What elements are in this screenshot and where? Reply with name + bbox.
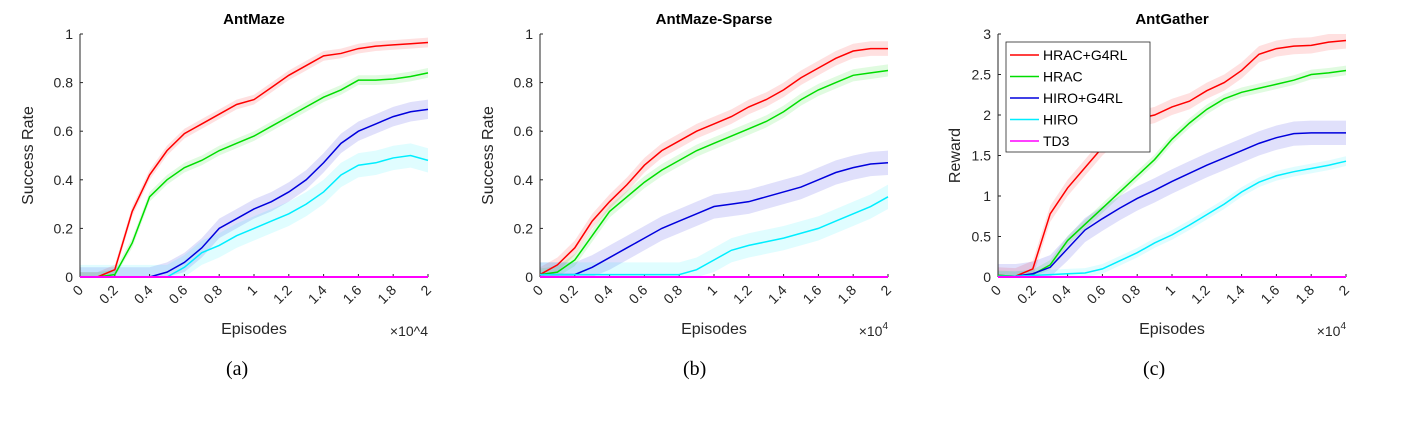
x-axis-label: Episodes <box>1139 321 1205 338</box>
x-tick-label: 1.8 <box>834 282 859 307</box>
y-tick-label: 0.5 <box>972 229 992 245</box>
y-axis-label: Success Rate <box>480 106 497 205</box>
y-tick-label: 0.2 <box>514 220 534 236</box>
caption-c: (c) <box>1143 358 1166 380</box>
y-tick-label: 0.2 <box>54 220 74 236</box>
x-tick-label: 1.2 <box>730 282 755 307</box>
y-tick-label: 0.4 <box>514 172 534 188</box>
y-tick-label: 0 <box>65 269 73 285</box>
chart-title: AntMaze-Sparse <box>656 11 773 28</box>
x-tick-label: 1.4 <box>305 282 330 307</box>
x-tick-label: 1.4 <box>765 282 790 307</box>
x-tick-label: 1.6 <box>1257 282 1282 307</box>
x-tick-label: 2 <box>1335 282 1352 299</box>
legend-box <box>1005 41 1151 153</box>
x-tick-label: 1.4 <box>1223 282 1248 307</box>
x-axis-label: Episodes <box>221 321 287 338</box>
x-multiplier-a: ×10^4 <box>390 323 428 339</box>
band-HIRO <box>540 184 888 277</box>
y-tick-label: 0 <box>983 269 991 285</box>
y-tick-label: 1.5 <box>972 148 992 164</box>
y-tick-label: 0.6 <box>514 123 534 139</box>
series-line-HRAC <box>539 69 889 276</box>
y-axis-label: Reward <box>947 128 964 183</box>
x-tick-label: 1.8 <box>1292 282 1317 307</box>
caption-b: (b) <box>683 358 707 380</box>
series-line-HIRO+G4RL <box>540 162 889 276</box>
chart-0: 0 0.2 0.4 0.6 0.8 1 1.2 1.4 1.6 1.8 200.20.40.60.8… <box>20 11 434 338</box>
y-tick-label: 0.8 <box>514 75 534 91</box>
y-tick-label: 1 <box>983 188 991 204</box>
series-line-HRAC+G4RL <box>80 41 429 278</box>
y-axis-label: Success Rate <box>20 106 37 205</box>
x-tick-label: 0.8 <box>660 282 685 307</box>
series-line-HRAC+G4RL <box>539 47 888 276</box>
chart-2: 0 0.2 0.4 0.6 0.8 1 1.2 1.4 1.6 1.8 200.511.522.53… <box>947 11 1352 339</box>
x-tick-label: 0.2 <box>556 282 581 307</box>
x-exponent: ×104 <box>859 321 889 339</box>
x-tick-label: 0.8 <box>200 282 225 307</box>
x-tick-label: 1 <box>243 282 260 299</box>
x-tick-label: 0.6 <box>1083 282 1108 307</box>
y-tick-label: 2 <box>983 107 991 123</box>
legend: HRAC+G4RL HRAC HIRO+G4RL HIRO TD3 <box>1005 41 1151 153</box>
x-tick-label: 0.6 <box>625 282 650 307</box>
x-tick-label: 0.4 <box>591 282 616 307</box>
x-tick-label: 1.2 <box>270 282 295 307</box>
x-tick-label: 0.2 <box>1014 282 1039 307</box>
legend-label: TD3 <box>1043 133 1070 149</box>
series-line-HRAC+G4RL <box>997 39 1347 277</box>
band-HIRO+G4RL <box>80 99 428 277</box>
series-line-HIRO+G4RL <box>998 132 1346 277</box>
x-tick-label: 0.6 <box>165 282 190 307</box>
x-tick-label: 1.6 <box>799 282 824 307</box>
x-tick-label: 1 <box>703 282 720 299</box>
y-tick-label: 0.8 <box>54 75 74 91</box>
x-tick-label: 2 <box>417 282 434 299</box>
series-line-HRAC <box>997 69 1347 277</box>
x-tick-label: 0.4 <box>131 282 156 307</box>
band-HRAC+G4RL <box>540 41 888 277</box>
series-line-HIRO <box>540 196 889 276</box>
x-axis-label: Episodes <box>681 321 747 338</box>
y-tick-label: 3 <box>983 26 991 42</box>
caption-a: (a) <box>226 358 249 380</box>
legend-label: HIRO <box>1043 112 1078 128</box>
y-tick-label: 0.6 <box>54 123 74 139</box>
band-HRAC <box>540 64 888 277</box>
y-tick-label: 0 <box>525 269 533 285</box>
y-tick-label: 1 <box>525 26 533 42</box>
x-exponent: ×104 <box>1317 321 1347 339</box>
band-HIRO+G4RL <box>540 150 888 277</box>
legend-label: HRAC+G4RL <box>1043 47 1128 63</box>
band-HIRO+G4RL <box>998 120 1346 277</box>
chart-1: 0 0.2 0.4 0.6 0.8 1 1.2 1.4 1.6 1.8 200.20.40.60.8… <box>480 11 894 339</box>
chart-title: AntGather <box>1135 11 1209 28</box>
x-tick-label: 1.8 <box>374 282 399 307</box>
y-tick-label: 2.5 <box>972 67 992 83</box>
x-tick-label: 1.6 <box>339 282 364 307</box>
x-tick-label: 0.8 <box>1118 282 1143 307</box>
x-tick-label: 0.4 <box>1049 282 1074 307</box>
series-line-HRAC <box>80 72 429 278</box>
x-tick-label: 1.2 <box>1188 282 1213 307</box>
y-tick-label: 1 <box>65 26 73 42</box>
x-tick-label: 1 <box>1161 282 1178 299</box>
legend-label: HRAC <box>1043 69 1083 85</box>
chart-title: AntMaze <box>223 11 285 28</box>
series-line-HIRO <box>998 160 1347 277</box>
band-HIRO <box>80 143 428 277</box>
legend-label: HIRO+G4RL <box>1043 90 1123 106</box>
x-tick-label: 2 <box>877 282 894 299</box>
x-tick-label: 0.2 <box>96 282 121 307</box>
band-HIRO <box>998 156 1346 277</box>
y-tick-label: 0.4 <box>54 172 74 188</box>
